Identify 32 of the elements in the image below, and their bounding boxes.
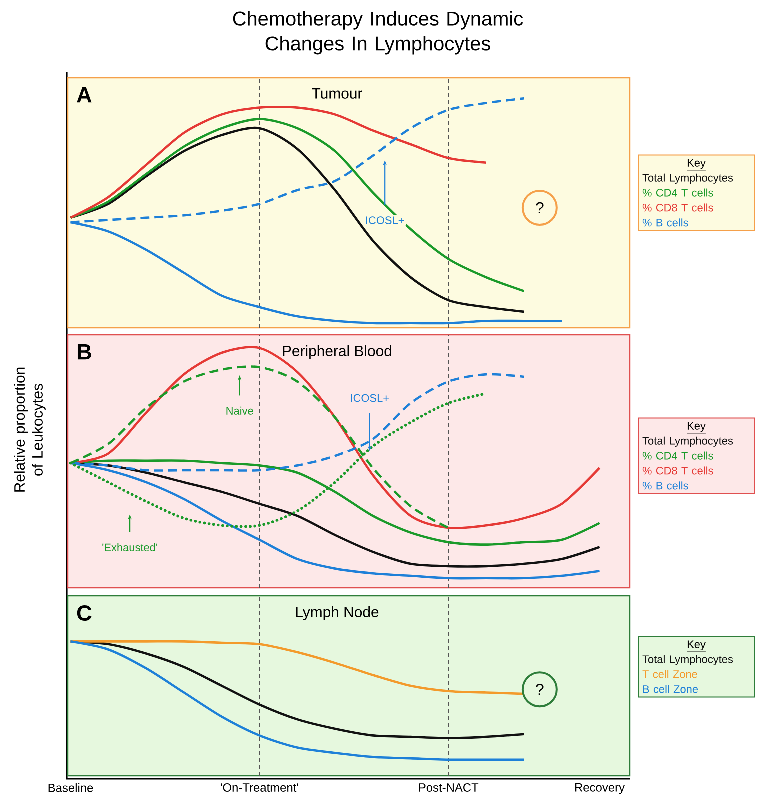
annotation: 'Exhausted' <box>102 543 158 552</box>
x-tick-label: Post-NACT <box>419 784 479 792</box>
x-tick-label: 'On-Treatment' <box>221 784 298 792</box>
annotation: Naive <box>226 406 254 415</box>
text: % B cells <box>642 218 688 227</box>
y-axis-title: Relative proportion of Leukocytes <box>14 368 46 492</box>
text: Total Lymphocytes <box>642 655 734 666</box>
text: % B cells <box>642 482 688 490</box>
text: % CD4 T cells <box>642 188 714 197</box>
chart-title: Lymph Node <box>296 606 379 620</box>
x-tick-label: Recovery <box>576 784 625 794</box>
legend-title: Key <box>688 422 706 432</box>
text: C <box>77 606 92 622</box>
x-tick-label: Baseline <box>48 784 94 792</box>
legend-title: Key <box>688 640 706 651</box>
text: Total Lymphocytes <box>642 174 734 184</box>
text: % CD8 T cells <box>642 204 714 212</box>
chart-title: Peripheral Blood <box>283 346 392 360</box>
annotation: ? <box>536 202 544 214</box>
annotation: A <box>77 88 92 103</box>
chart-subtitle: Tumour <box>312 88 362 99</box>
legend-title: Key <box>688 159 706 170</box>
annotation: ICOSL+ <box>366 216 404 224</box>
annotation: ICOSL+ <box>351 394 389 402</box>
text: Total Lymphocytes <box>642 436 734 448</box>
annotation: B <box>78 344 92 360</box>
text: T cell Zone <box>642 670 698 678</box>
chart-title: Chemotherapy Induces Dynamic Changes In Lymphocytes <box>233 11 524 55</box>
text: % CD4 T cells <box>642 452 714 460</box>
text: B cell Zone <box>643 685 698 694</box>
text: % CD8 T cells <box>642 466 714 475</box>
annotation: ? <box>536 684 544 696</box>
